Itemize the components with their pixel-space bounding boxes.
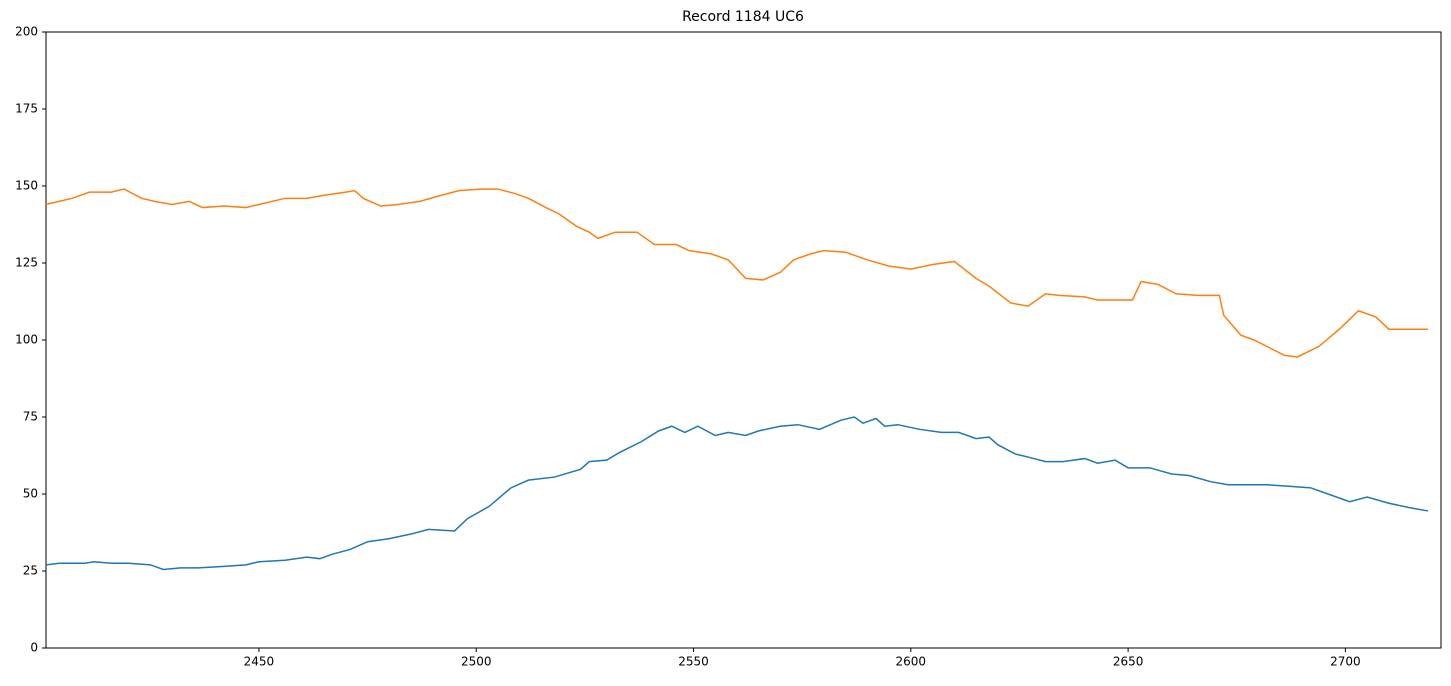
x-tick-label: 2650 xyxy=(1113,655,1144,669)
y-tick-label: 100 xyxy=(15,333,38,347)
y-tick-label: 200 xyxy=(15,25,38,39)
x-tick-label: 2700 xyxy=(1330,655,1361,669)
x-tick-label: 2450 xyxy=(244,655,275,669)
y-tick-label: 25 xyxy=(23,564,38,578)
y-tick-label: 75 xyxy=(23,410,38,424)
x-tick-label: 2550 xyxy=(678,655,709,669)
x-tick-label: 2500 xyxy=(461,655,492,669)
series-line xyxy=(45,188,1428,358)
y-tick-label: 150 xyxy=(15,179,38,193)
y-tick-label: 0 xyxy=(30,641,38,655)
y-tick-label: 125 xyxy=(15,256,38,270)
y-tick-label: 175 xyxy=(15,102,38,116)
x-tick-label: 2600 xyxy=(896,655,927,669)
chart-title: Record 1184 UC6 xyxy=(682,9,804,25)
series-line xyxy=(45,416,1429,571)
y-tick-label: 50 xyxy=(23,487,38,501)
plot-frame xyxy=(45,31,1442,649)
